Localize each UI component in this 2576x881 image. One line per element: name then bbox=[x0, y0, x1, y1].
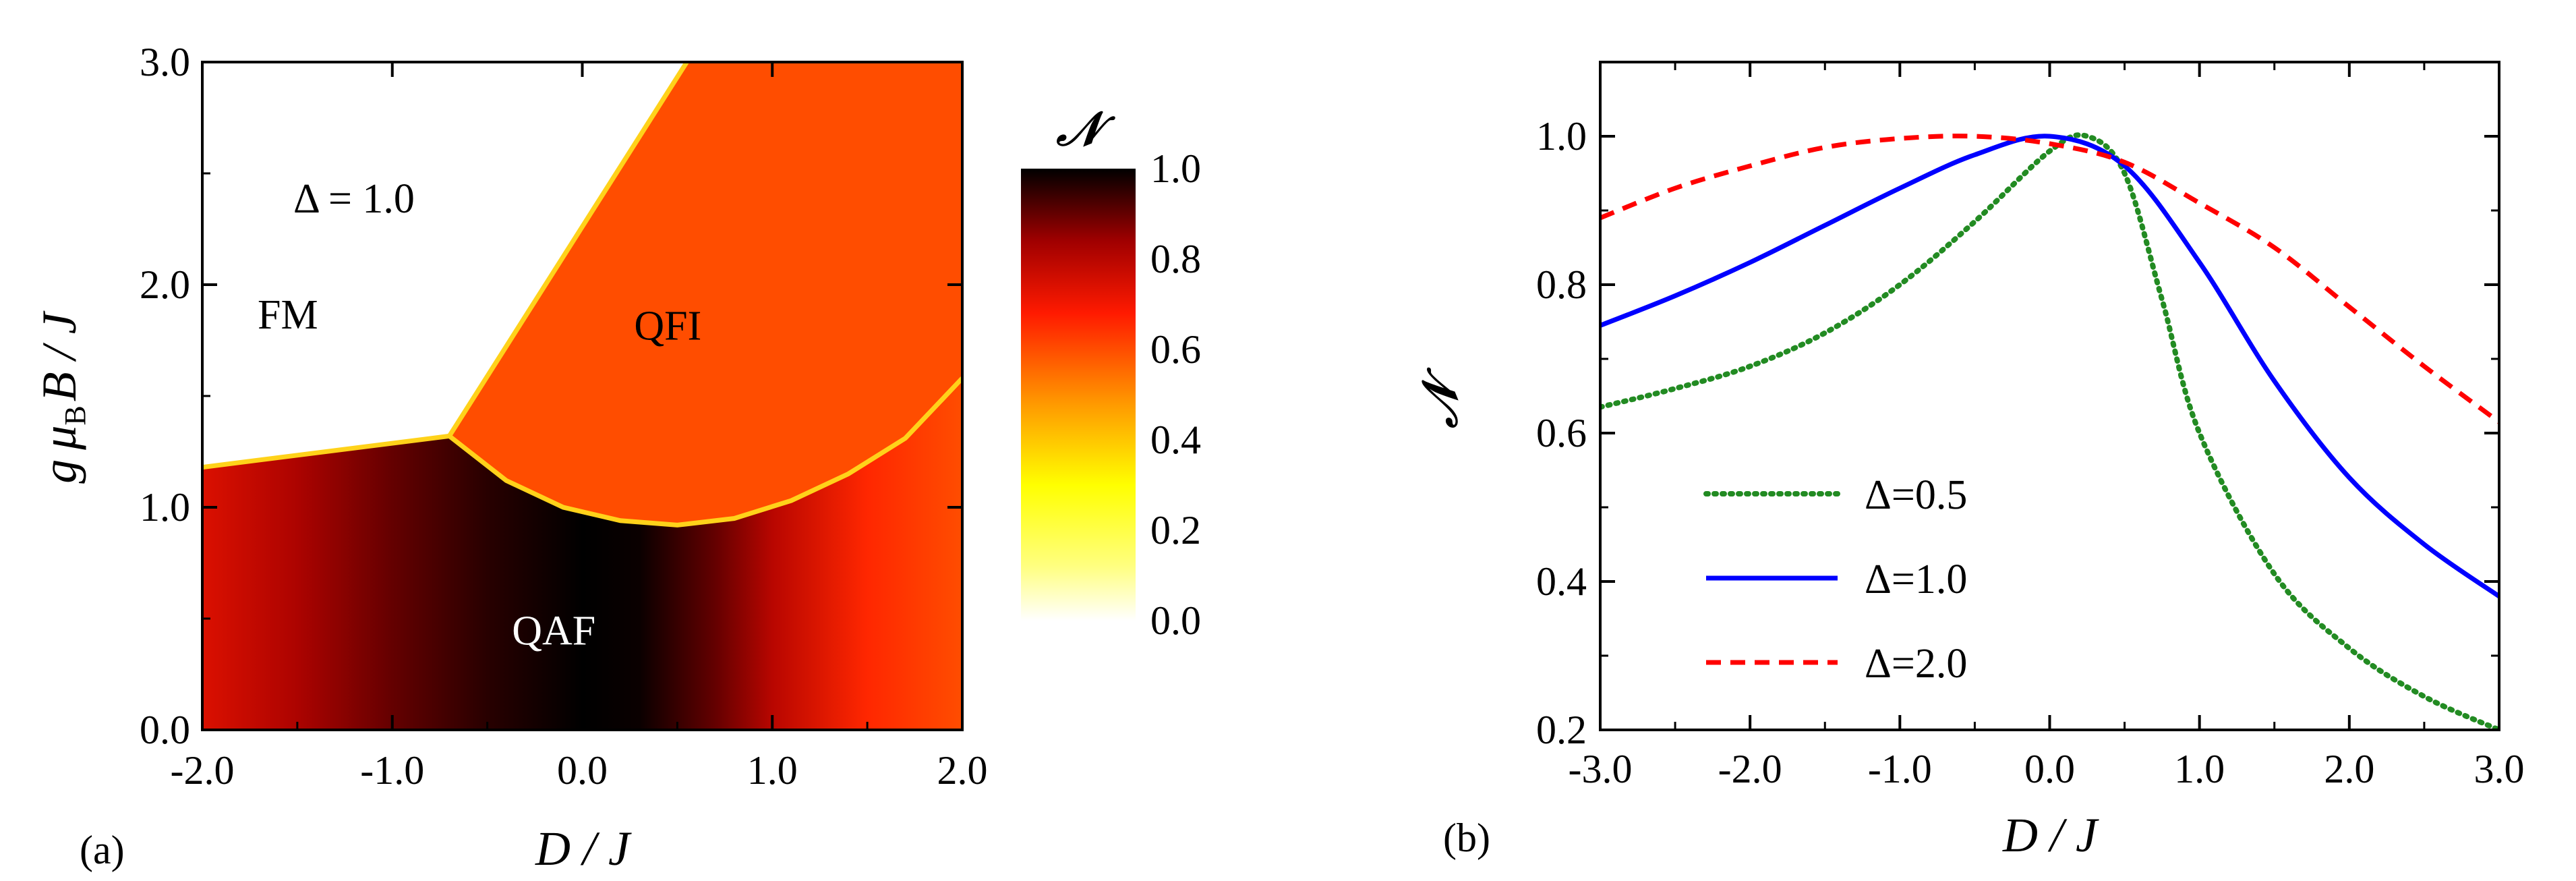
qfi-region bbox=[449, 62, 962, 525]
panel-a: -2.0 -1.0 0.0 1.0 2.0 0.0 1.0 2.0 3.0 FM QFI QAF… bbox=[32, 40, 1201, 876]
qaf-region bbox=[202, 378, 962, 730]
boundary-fm-qfi bbox=[447, 62, 689, 438]
series-line-2 bbox=[1600, 134, 2499, 598]
region-label-fm: FM bbox=[258, 292, 318, 338]
x-tick-label-b: 3.0 bbox=[2474, 747, 2525, 791]
x-tick-label-a: -2.0 bbox=[171, 748, 235, 793]
x-axis-label-b: D / J bbox=[2002, 808, 2099, 862]
panel-label-a: (a) bbox=[80, 828, 125, 872]
y-tick-label-b: 1.0 bbox=[1536, 114, 1587, 159]
legend-label-3: Δ=2.0 bbox=[1865, 641, 1967, 687]
y-tick-label-b: 0.6 bbox=[1536, 411, 1587, 455]
delta-annotation: Δ = 1.0 bbox=[293, 176, 415, 222]
colorbar-tick-label: 0.6 bbox=[1150, 327, 1201, 372]
y-tick-label-a: 0.0 bbox=[140, 708, 190, 752]
colorbar-tick-label: 0.4 bbox=[1150, 418, 1201, 462]
colorbar-label: 𝒩 bbox=[1055, 104, 1115, 156]
legend-label-2: Δ=1.0 bbox=[1865, 557, 1967, 602]
x-tick-label-b: -1.0 bbox=[1868, 747, 1932, 791]
colorbar-tick-label: 0.2 bbox=[1150, 508, 1201, 552]
series-lines bbox=[1600, 132, 2499, 730]
colorbar-ticks: 0.0 0.2 0.4 0.6 0.8 1.0 bbox=[1150, 146, 1201, 643]
y-tick-label-a: 1.0 bbox=[140, 485, 190, 530]
colorbar-tick-label: 0.8 bbox=[1150, 237, 1201, 281]
boundary-qaf-qfi bbox=[448, 376, 962, 528]
x-tick-label-b: -2.0 bbox=[1718, 747, 1782, 791]
y-tick-label-a: 3.0 bbox=[140, 40, 190, 84]
x-tick-label-a: 1.0 bbox=[747, 748, 798, 793]
panel-label-b: (b) bbox=[1443, 816, 1490, 860]
y-axis-label-a: gμB B / J bbox=[32, 310, 92, 483]
x-tick-label-b: -3.0 bbox=[1569, 747, 1633, 791]
colorbar-tick-label: 1.0 bbox=[1150, 146, 1201, 191]
x-tick-label-b: 2.0 bbox=[2324, 747, 2374, 791]
colorbar-tick-label: 0.0 bbox=[1150, 598, 1201, 643]
series-line-3 bbox=[1600, 134, 2499, 424]
y-tick-label-a: 2.0 bbox=[140, 262, 190, 307]
y-axis-label-b: 𝒩 bbox=[1413, 366, 1467, 428]
x-tick-label-b: 0.0 bbox=[2024, 747, 2075, 791]
axis-ticks-a: -2.0 -1.0 0.0 1.0 2.0 0.0 1.0 2.0 3.0 bbox=[140, 40, 988, 793]
y-tick-label-b: 0.4 bbox=[1536, 559, 1587, 604]
legend: Δ=0.5 Δ=1.0 Δ=2.0 bbox=[1703, 472, 1967, 687]
x-tick-label-a: 0.0 bbox=[557, 748, 608, 793]
legend-label-1: Δ=0.5 bbox=[1865, 472, 1967, 518]
region-label-qfi: QFI bbox=[634, 303, 701, 349]
series-line-1 bbox=[1600, 132, 2499, 730]
y-tick-label-b: 0.8 bbox=[1536, 262, 1587, 307]
axis-ticks-b: -3.0 -2.0 -1.0 0.0 1.0 2.0 3.0 0.2 0.4 0.6 0.8 1.0 bbox=[1536, 61, 2525, 791]
region-label-qaf: QAF bbox=[512, 608, 595, 654]
x-tick-label-b: 1.0 bbox=[2174, 747, 2225, 791]
colorbar bbox=[1021, 169, 1136, 621]
boundary-qaf-fm bbox=[202, 433, 450, 470]
x-tick-label-a: 2.0 bbox=[937, 748, 988, 793]
x-axis-label-a: D / J bbox=[535, 822, 632, 876]
panel-b: -3.0 -2.0 -1.0 0.0 1.0 2.0 3.00.20.40.60.81.0 … bbox=[1413, 61, 2525, 862]
x-tick-label-a: -1.0 bbox=[360, 748, 424, 793]
y-tick-label-b: 0.2 bbox=[1536, 708, 1587, 752]
